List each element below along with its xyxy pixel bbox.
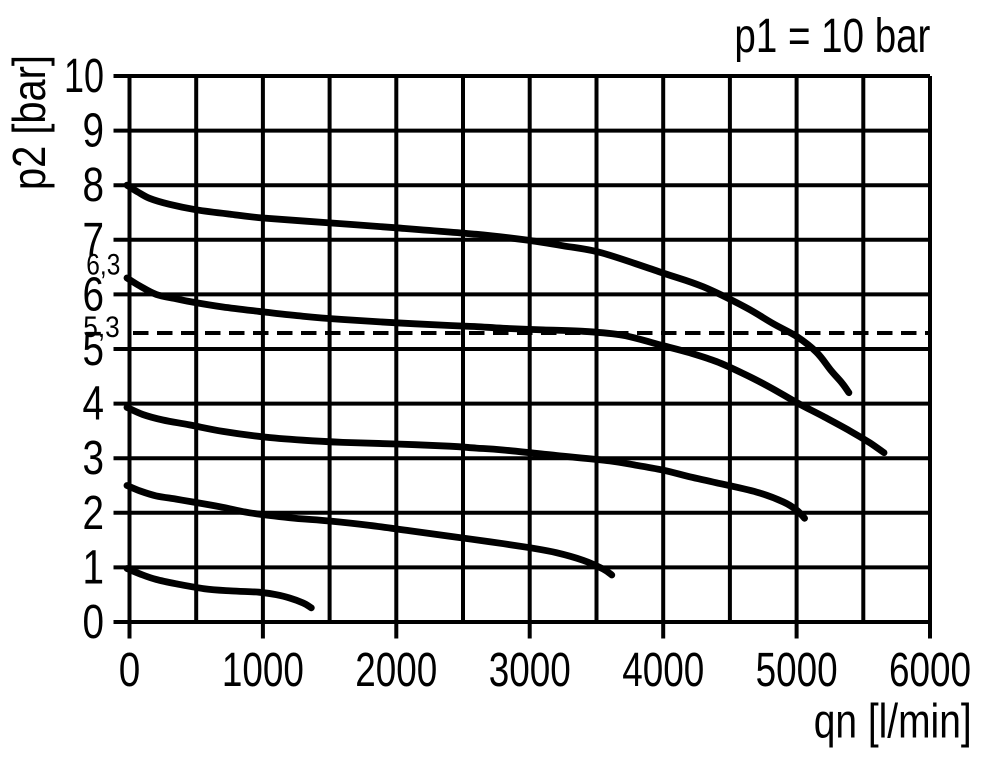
svg-text:6,3: 6,3: [86, 249, 120, 282]
svg-text:qn [l/min]: qn [l/min]: [814, 696, 972, 749]
svg-text:1: 1: [83, 541, 105, 594]
svg-text:5: 5: [83, 323, 105, 376]
svg-text:5000: 5000: [756, 644, 838, 697]
svg-text:2000: 2000: [355, 644, 437, 697]
svg-text:6: 6: [83, 268, 105, 321]
svg-text:4: 4: [83, 378, 105, 431]
svg-text:6000: 6000: [889, 644, 971, 697]
svg-text:5,3: 5,3: [83, 311, 120, 344]
svg-text:1000: 1000: [222, 644, 304, 697]
svg-text:2: 2: [83, 487, 105, 540]
svg-text:0: 0: [83, 596, 105, 649]
svg-text:7: 7: [83, 214, 105, 267]
svg-text:0: 0: [119, 644, 141, 697]
svg-text:10: 10: [64, 50, 104, 103]
svg-text:9: 9: [83, 105, 105, 158]
svg-text:p2 [bar]: p2 [bar]: [3, 55, 55, 190]
svg-text:4000: 4000: [622, 644, 704, 697]
svg-text:8: 8: [83, 159, 105, 212]
svg-text:3000: 3000: [489, 644, 571, 697]
svg-text:p1 = 10 bar: p1 = 10 bar: [734, 10, 930, 63]
svg-text:3: 3: [83, 432, 105, 485]
